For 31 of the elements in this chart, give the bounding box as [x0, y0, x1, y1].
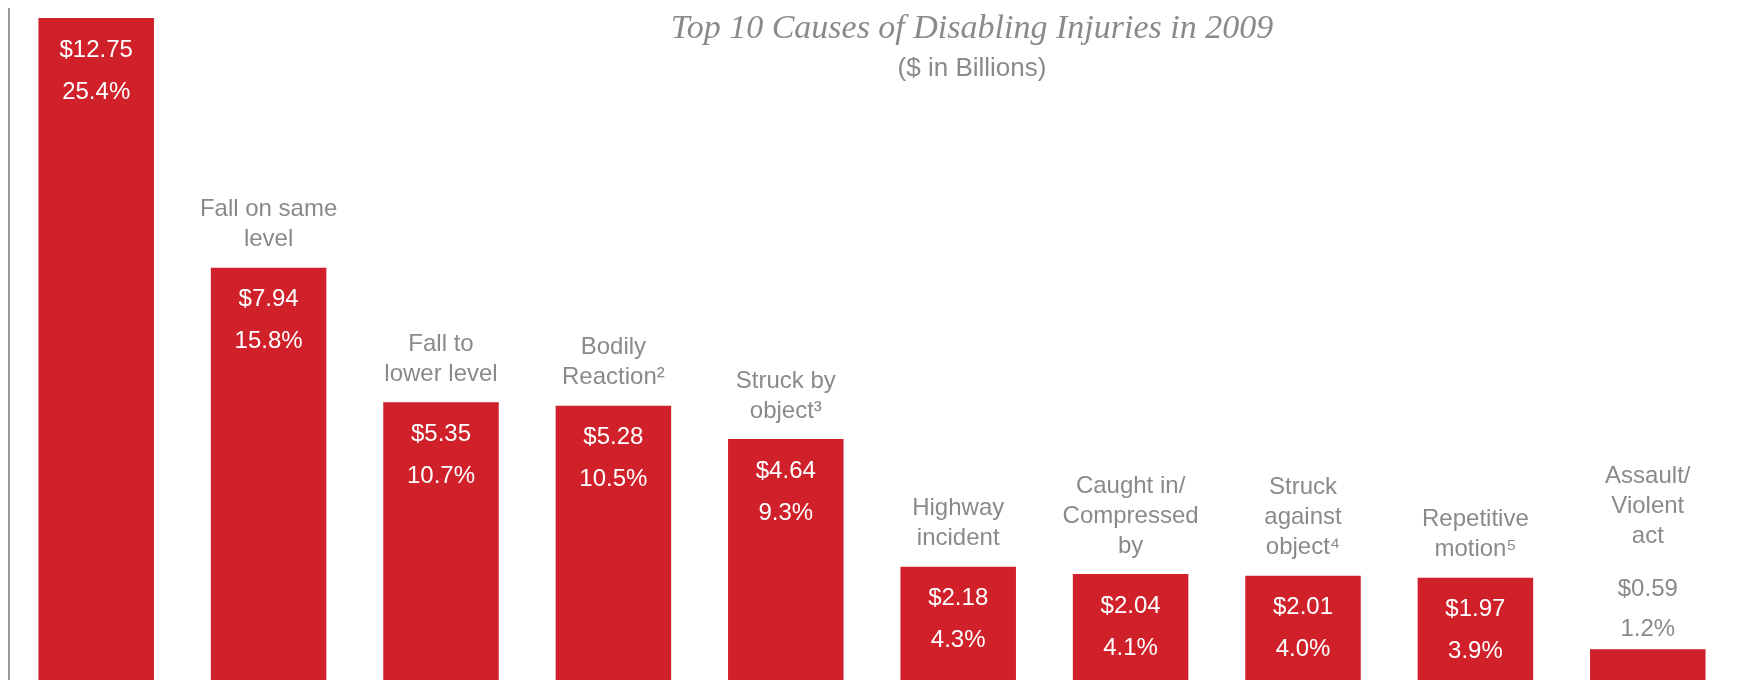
x-tick-label: Repetitive motion⁵: [1422, 504, 1529, 562]
bar: [1245, 575, 1361, 680]
x-tick-label: Bodily Reaction²: [562, 332, 665, 390]
data-label: $12.75 25.4%: [59, 34, 133, 104]
bar: [38, 17, 154, 680]
bar: [1417, 577, 1534, 680]
text: ($ in Billions): [896, 52, 1048, 83]
x-tick-label: Struck by object³: [735, 365, 836, 423]
x-tick-label: Caught in/ Compressed by: [1062, 470, 1199, 558]
x-tick-label: Fall on same level: [199, 194, 338, 252]
data-label: $0.59 1.2%: [1617, 573, 1678, 641]
x-tick-label: Assault/ Violent act: [1605, 460, 1691, 548]
bar: [210, 267, 327, 680]
data-label: $1.97 3.9%: [1445, 594, 1506, 664]
chart-title: Top 10 Causes of Disabling Injuries in 2009: [669, 8, 1275, 46]
data-label: $2.18 4.3%: [928, 583, 989, 653]
bar: [383, 402, 499, 680]
data-label: $5.35 10.7%: [406, 418, 476, 488]
bar: [900, 566, 1016, 680]
x-tick-label: Fall to lower level: [384, 328, 498, 386]
bar: [1072, 574, 1189, 680]
data-label: $5.28 10.5%: [579, 422, 648, 492]
bar: [728, 439, 844, 680]
data-label: $4.64 9.3%: [755, 455, 816, 525]
data-label: $2.01 4.0%: [1272, 592, 1334, 662]
x-tick-label: Highway incident: [912, 493, 1005, 551]
bar: [1590, 649, 1706, 680]
bar: [555, 405, 672, 680]
x-tick-label: Struck against object⁴: [1264, 472, 1343, 560]
data-label: $2.04 4.1%: [1100, 590, 1161, 660]
data-label: $7.94 15.8%: [234, 284, 303, 354]
